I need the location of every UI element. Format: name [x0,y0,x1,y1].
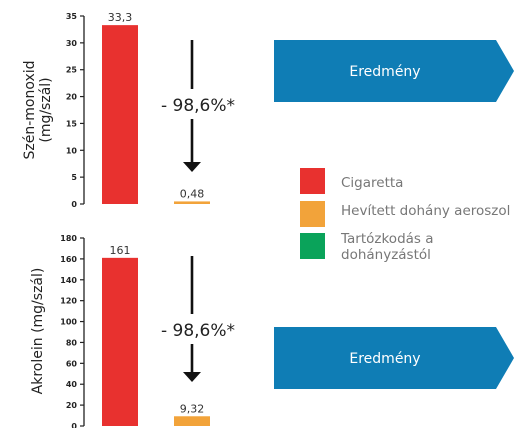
y-tick-label: 5 [71,173,77,182]
result-banner-label: Eredmény [349,64,420,80]
result-banner[interactable]: Eredmény [274,327,514,389]
bar-cigarette [102,257,138,426]
y-tick-label: 10 [66,146,78,155]
legend-swatch [300,168,325,194]
legend: Cigaretta Hevített dohány aeroszol Tartózk… [300,168,510,263]
y-tick-label: 60 [66,359,78,368]
chart-panels: 0 5 10 15 20 25 30 35 Szén-monoxid (mg/szál) 33,3 0… [22,11,514,428]
value-label: 0,48 [180,187,205,200]
y-tick-label: 15 [66,119,78,128]
y-tick-label: 20 [66,401,78,410]
y-tick-label: 30 [66,39,78,48]
y-tick-label: 180 [60,234,77,243]
y-tick-label: 0 [71,200,77,209]
legend-swatch [300,201,325,227]
bar-heated-tobacco [174,416,210,426]
y-tick-label: 100 [60,318,77,327]
legend-item: Hevített dohány aeroszol [300,201,510,227]
chart-panel: 0 5 10 15 20 25 30 35 Szén-monoxid (mg/szál) 33,3 0… [22,11,514,209]
result-banner-shape [274,327,514,389]
legend-label: dohányzástól [341,247,431,263]
y-axis-label: Szén-monoxid [22,60,38,159]
reduction-label: - 98,6%* [161,96,235,116]
result-banner[interactable]: Eredmény [274,40,514,102]
chart-panel: 0 20 40 60 80 100 120 140 160 180 Akrolein (mg/szá… [30,234,514,428]
legend-label: Hevített dohány aeroszol [341,203,510,219]
reduction-arrow-head [183,162,201,172]
value-label: 33,3 [108,11,133,24]
y-tick-label: 80 [66,338,78,347]
legend-item: Cigaretta [300,168,403,194]
y-tick-label: 140 [60,276,77,285]
y-tick-label: 0 [71,422,77,428]
reduction-arrow-head [183,372,201,382]
y-tick-label: 160 [60,255,77,264]
legend-label: Tartózkodás a [340,231,434,247]
legend-label: Cigaretta [341,175,403,191]
y-tick-label: 120 [60,297,77,306]
y-tick-label: 20 [66,93,78,102]
result-banner-shape [274,40,514,102]
legend-swatch [300,233,325,259]
bar-cigarette [102,25,138,205]
value-label: 9,32 [180,402,205,415]
y-axis-label: (mg/szál) [38,77,54,142]
y-tick-label: 35 [66,12,78,21]
y-tick-label: 25 [66,66,78,75]
bar-heated-tobacco [174,201,210,204]
result-banner-label: Eredmény [349,351,420,367]
value-label: 161 [110,244,131,257]
y-axis-label: Akrolein (mg/szál) [30,268,46,395]
reduction-label: - 98,6%* [161,321,235,341]
y-tick-label: 40 [66,380,78,389]
